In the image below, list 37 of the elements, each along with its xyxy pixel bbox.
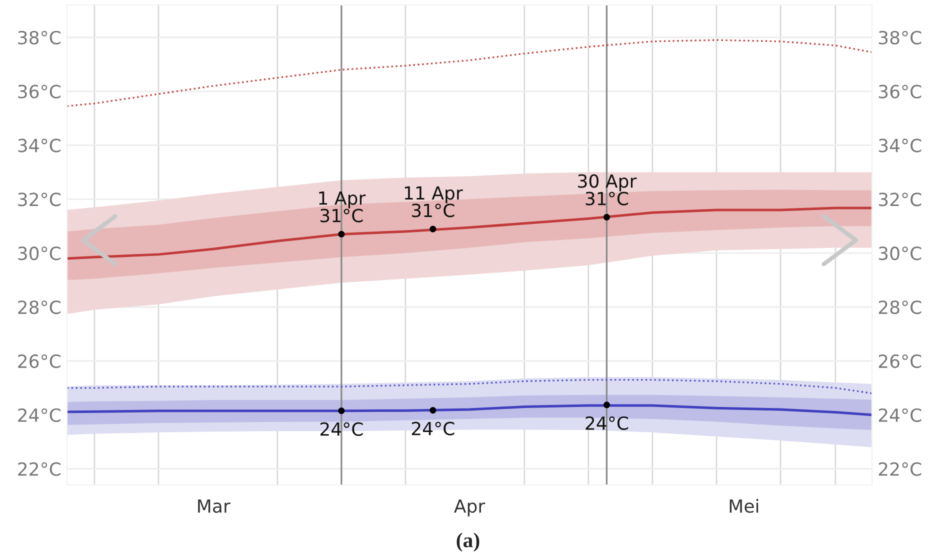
point	[338, 408, 345, 414]
y-tick-label: 36°C	[18, 84, 60, 98]
annotation: 24°C	[320, 422, 363, 436]
text: (a)	[456, 532, 480, 552]
annotation: 24°C	[412, 422, 454, 436]
y-tick-label: 30°C	[18, 246, 60, 260]
y-tick-label: 32°C	[18, 192, 60, 206]
y-tick-label: 24°C	[18, 408, 60, 422]
annotation: 11 Apr 31°C	[404, 186, 463, 218]
line-series	[67, 378, 872, 394]
point	[430, 407, 436, 414]
x-tick-label: Mei	[730, 498, 758, 513]
y2-tick-label: 28°C	[878, 300, 922, 314]
y-tick-label: 34°C	[18, 138, 60, 152]
annotation: 1 Apr 31°C	[319, 191, 366, 222]
y-tick-label: 38°C	[18, 30, 60, 44]
point	[338, 230, 345, 238]
y2-tick-label: 22°C	[878, 462, 922, 476]
y2-tick-label: 34°C	[878, 138, 922, 152]
point	[603, 402, 610, 408]
y2-tick-label: 30°C	[878, 246, 922, 260]
line-series	[67, 39, 872, 107]
y-tick-label: 26°C	[18, 354, 60, 368]
point	[603, 214, 610, 221]
y2-tick-label: 38°C	[878, 30, 922, 44]
y2-tick-label: 32°C	[878, 192, 922, 206]
x-tick-label: Mar	[198, 499, 230, 513]
y-tick-label: 22°C	[18, 462, 60, 476]
y-tick-label: 28°C	[18, 300, 60, 314]
point	[430, 226, 436, 232]
y2-tick-label: 36°C	[878, 84, 922, 98]
annotation: 24°C	[586, 416, 628, 430]
annotation: 30 Apr 31°C	[578, 174, 637, 206]
x-tick-label: Apr	[454, 499, 486, 516]
line-series	[67, 404, 872, 416]
y2-tick-label: 26°C	[878, 354, 922, 368]
y2-tick-label: 24°C	[878, 408, 922, 422]
